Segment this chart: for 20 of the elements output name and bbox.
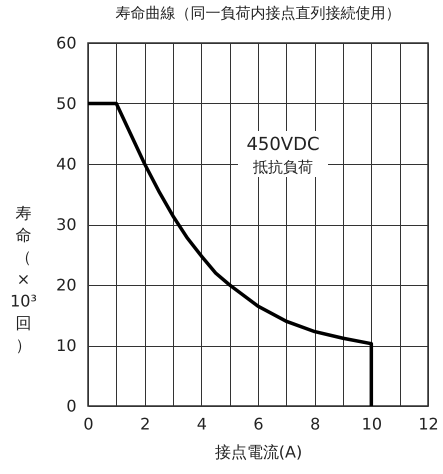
x-tick-label: 4: [196, 414, 207, 434]
y-axis-title: 寿命（×10³回）: [10, 204, 37, 354]
x-tick-label: 6: [253, 414, 264, 434]
x-tick-label: 8: [310, 414, 320, 434]
y-tick-label: 30: [56, 215, 76, 234]
chart-title: 寿命曲線（同一負荷内接点直列接続使用）: [116, 4, 400, 22]
y-tick-label: 50: [56, 94, 76, 113]
y-tick-label: 60: [56, 34, 76, 52]
x-tick-label: 2: [140, 414, 150, 434]
y-tick-label: 10: [56, 336, 76, 355]
x-tick-label: 0: [83, 414, 94, 434]
x-tick-label: 10: [362, 414, 382, 434]
y-tick-label: 20: [56, 276, 76, 294]
y-tick-label: 40: [56, 154, 76, 174]
x-axis-title: 接点電流(A): [214, 442, 302, 462]
y-tick-label: 0: [66, 396, 76, 416]
annotation: 抵抗負荷: [252, 158, 313, 176]
x-tick-label: 12: [418, 414, 439, 434]
annotation: 450VDC: [246, 134, 320, 155]
line-series: [86, 102, 374, 408]
